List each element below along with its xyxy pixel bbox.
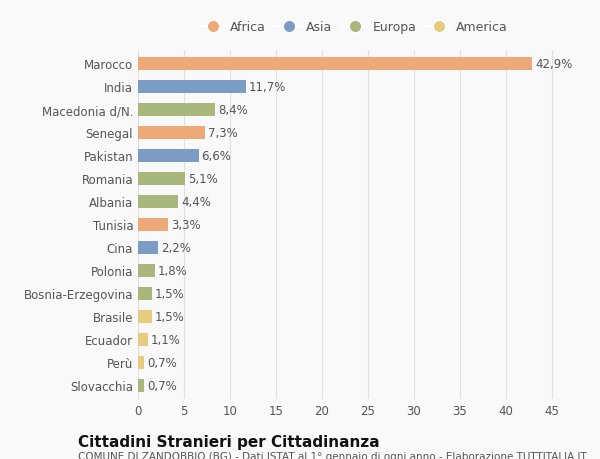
Bar [138,196,178,208]
Text: 11,7%: 11,7% [248,81,286,94]
Text: 2,2%: 2,2% [161,241,191,254]
Bar [138,264,155,277]
Bar [138,287,152,300]
Text: 1,5%: 1,5% [155,310,184,323]
Text: 7,3%: 7,3% [208,127,238,140]
Bar [138,104,215,117]
Bar [138,58,532,71]
Text: 0,7%: 0,7% [147,356,177,369]
Text: 1,5%: 1,5% [155,287,184,300]
Text: 5,1%: 5,1% [188,173,217,185]
Text: 1,1%: 1,1% [151,333,181,346]
Bar [138,379,145,392]
Bar [138,356,145,369]
Text: 8,4%: 8,4% [218,104,248,117]
Text: 3,3%: 3,3% [171,218,201,231]
Text: 4,4%: 4,4% [181,196,211,208]
Bar [138,218,169,231]
Text: 0,7%: 0,7% [147,379,177,392]
Text: 6,6%: 6,6% [202,150,231,162]
Bar [138,310,152,323]
Bar [138,241,158,254]
Text: 1,8%: 1,8% [157,264,187,277]
Legend: Africa, Asia, Europa, America: Africa, Asia, Europa, America [197,18,511,36]
Text: Cittadini Stranieri per Cittadinanza: Cittadini Stranieri per Cittadinanza [78,434,380,449]
Bar [138,150,199,162]
Text: COMUNE DI ZANDOBBIO (BG) - Dati ISTAT al 1° gennaio di ogni anno - Elaborazione : COMUNE DI ZANDOBBIO (BG) - Dati ISTAT al… [78,451,587,459]
Text: 42,9%: 42,9% [535,58,572,71]
Bar [138,173,185,185]
Bar [138,127,205,140]
Bar [138,333,148,346]
Bar [138,81,245,94]
